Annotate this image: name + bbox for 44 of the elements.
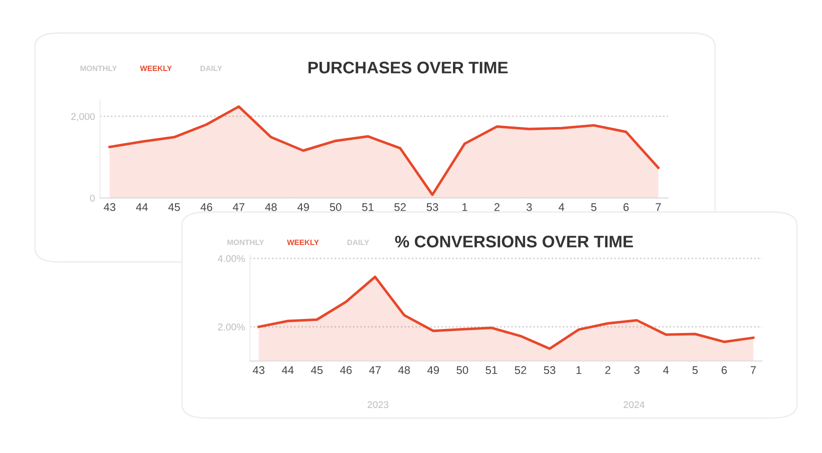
x-tick-label: 7 <box>750 366 756 374</box>
x-tick-label: 45 <box>168 203 180 212</box>
y-tick-label: 0 <box>90 194 95 202</box>
x-tick-label: 53 <box>426 203 438 212</box>
x-tick-label: 50 <box>456 366 468 374</box>
x-tick-label: 1 <box>462 203 468 211</box>
x-tick-label: 6 <box>722 366 727 374</box>
x-tick-label: 43 <box>104 203 116 212</box>
y-tick-label: 2,000 <box>71 113 95 122</box>
y-tick-label: 4.00% <box>218 255 245 262</box>
x-tick-label: 51 <box>486 366 498 374</box>
x-tick-label: 3 <box>526 203 532 212</box>
x-tick-label: 44 <box>282 366 294 374</box>
chart-title: PURCHASES OVER TIME <box>308 62 508 74</box>
x-tick-label: 4 <box>558 203 564 211</box>
x-tick-label: 46 <box>200 203 212 212</box>
x-tick-label: 5 <box>591 203 596 212</box>
y-tick-label: 2.00% <box>218 324 245 330</box>
x-tick-label: 48 <box>265 203 277 212</box>
x-tick-label: 53 <box>544 366 556 374</box>
x-tick-label: 47 <box>369 366 381 374</box>
x-tick-label: 47 <box>232 203 244 211</box>
x-tick-label: 4 <box>663 366 669 374</box>
x-tick-label: 49 <box>427 366 439 374</box>
x-tick-label: 6 <box>624 203 629 212</box>
x-tick-label: 52 <box>394 203 406 212</box>
text: 2023 <box>368 401 388 408</box>
text: 2024 <box>624 401 645 408</box>
x-tick-label: 50 <box>330 203 342 212</box>
x-tick-label: 2 <box>494 203 500 211</box>
x-tick-label: 52 <box>514 366 526 374</box>
x-tick-label: 46 <box>340 366 352 374</box>
x-tick-label: 3 <box>634 366 640 374</box>
x-tick-label: 1 <box>576 366 582 374</box>
chart-title: % CONVERSIONS OVER TIME <box>395 236 633 248</box>
x-tick-label: 49 <box>297 203 309 212</box>
x-tick-label: 7 <box>656 203 661 211</box>
x-tick-label: 44 <box>136 203 148 211</box>
x-tick-label: 43 <box>252 366 264 374</box>
x-tick-label: 45 <box>310 366 323 374</box>
x-tick-label: 2 <box>605 366 610 374</box>
x-tick-label: 51 <box>362 203 374 212</box>
x-tick-label: 48 <box>398 366 410 374</box>
x-tick-label: 5 <box>692 366 698 374</box>
